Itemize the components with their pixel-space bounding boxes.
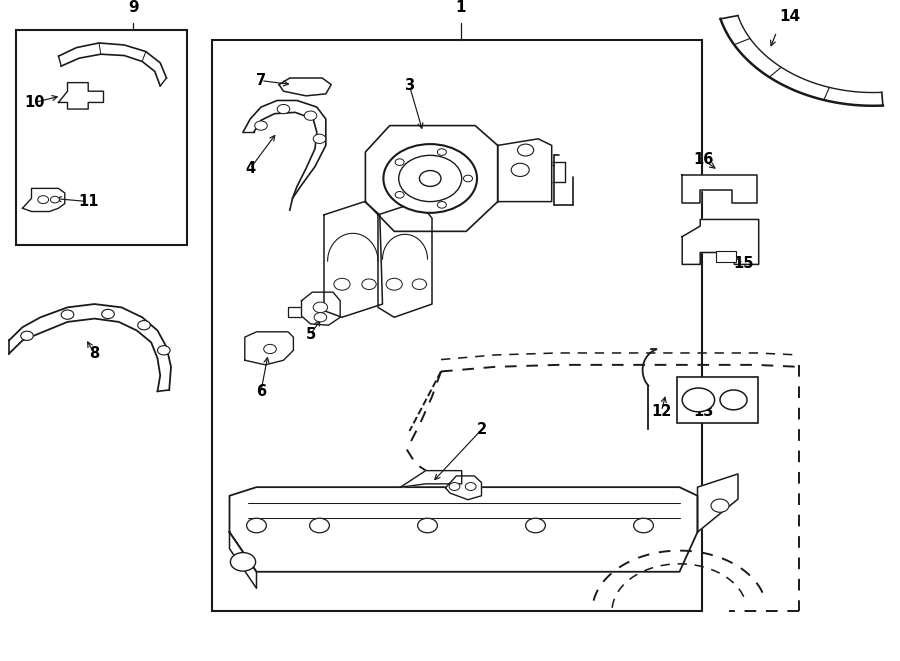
Circle shape (61, 310, 74, 319)
Bar (716, 251, 736, 262)
Circle shape (158, 346, 170, 355)
Text: 9: 9 (128, 0, 139, 15)
Circle shape (511, 163, 529, 176)
Text: 2: 2 (476, 422, 487, 437)
Circle shape (412, 279, 427, 290)
Circle shape (437, 202, 446, 208)
Circle shape (277, 104, 290, 114)
Circle shape (102, 309, 114, 319)
Text: 14: 14 (779, 9, 801, 24)
Polygon shape (245, 332, 293, 365)
Circle shape (465, 483, 476, 490)
Text: 11: 11 (78, 194, 98, 209)
Polygon shape (378, 202, 432, 317)
Circle shape (399, 155, 462, 202)
Circle shape (230, 553, 256, 571)
Text: 6: 6 (256, 384, 266, 399)
Text: 4: 4 (245, 161, 256, 176)
Circle shape (21, 331, 33, 340)
Circle shape (264, 344, 276, 354)
Circle shape (418, 518, 437, 533)
Circle shape (247, 518, 266, 533)
Circle shape (526, 518, 545, 533)
Circle shape (50, 196, 59, 203)
Text: 8: 8 (89, 346, 100, 361)
Text: 16: 16 (694, 153, 714, 167)
Polygon shape (243, 100, 326, 210)
Circle shape (314, 313, 327, 322)
Polygon shape (400, 471, 462, 487)
Polygon shape (58, 43, 166, 86)
Circle shape (437, 149, 446, 155)
Circle shape (304, 111, 317, 120)
Bar (212, 40, 702, 611)
Circle shape (383, 144, 477, 213)
Circle shape (310, 518, 329, 533)
Text: 5: 5 (305, 327, 316, 342)
Polygon shape (302, 292, 340, 325)
Circle shape (720, 390, 747, 410)
Text: 7: 7 (256, 73, 266, 88)
Polygon shape (22, 188, 65, 212)
Circle shape (38, 196, 49, 204)
Circle shape (419, 171, 441, 186)
Polygon shape (720, 16, 883, 106)
Circle shape (255, 121, 267, 130)
Text: 13: 13 (694, 404, 714, 418)
Circle shape (711, 499, 729, 512)
Text: 15: 15 (734, 256, 753, 270)
Polygon shape (324, 202, 382, 317)
Polygon shape (9, 304, 171, 391)
Polygon shape (365, 126, 498, 231)
Text: 10: 10 (24, 95, 44, 110)
Polygon shape (682, 175, 757, 203)
Polygon shape (58, 83, 104, 109)
Bar (16, 30, 187, 245)
Polygon shape (498, 139, 552, 202)
Text: 3: 3 (404, 79, 415, 93)
Polygon shape (230, 487, 698, 572)
Circle shape (395, 159, 404, 165)
Text: 1: 1 (455, 0, 466, 15)
Circle shape (313, 302, 328, 313)
Circle shape (634, 518, 653, 533)
Polygon shape (682, 219, 759, 264)
Circle shape (395, 192, 404, 198)
Polygon shape (698, 474, 738, 532)
Circle shape (682, 388, 715, 412)
Circle shape (138, 321, 150, 330)
Circle shape (362, 279, 376, 290)
Text: 12: 12 (652, 404, 671, 418)
Circle shape (464, 175, 472, 182)
Polygon shape (279, 78, 331, 96)
Polygon shape (446, 476, 482, 500)
Circle shape (449, 483, 460, 490)
Polygon shape (230, 532, 256, 588)
Circle shape (386, 278, 402, 290)
Circle shape (518, 144, 534, 156)
Bar (677, 377, 758, 423)
Circle shape (334, 278, 350, 290)
Circle shape (313, 134, 326, 143)
